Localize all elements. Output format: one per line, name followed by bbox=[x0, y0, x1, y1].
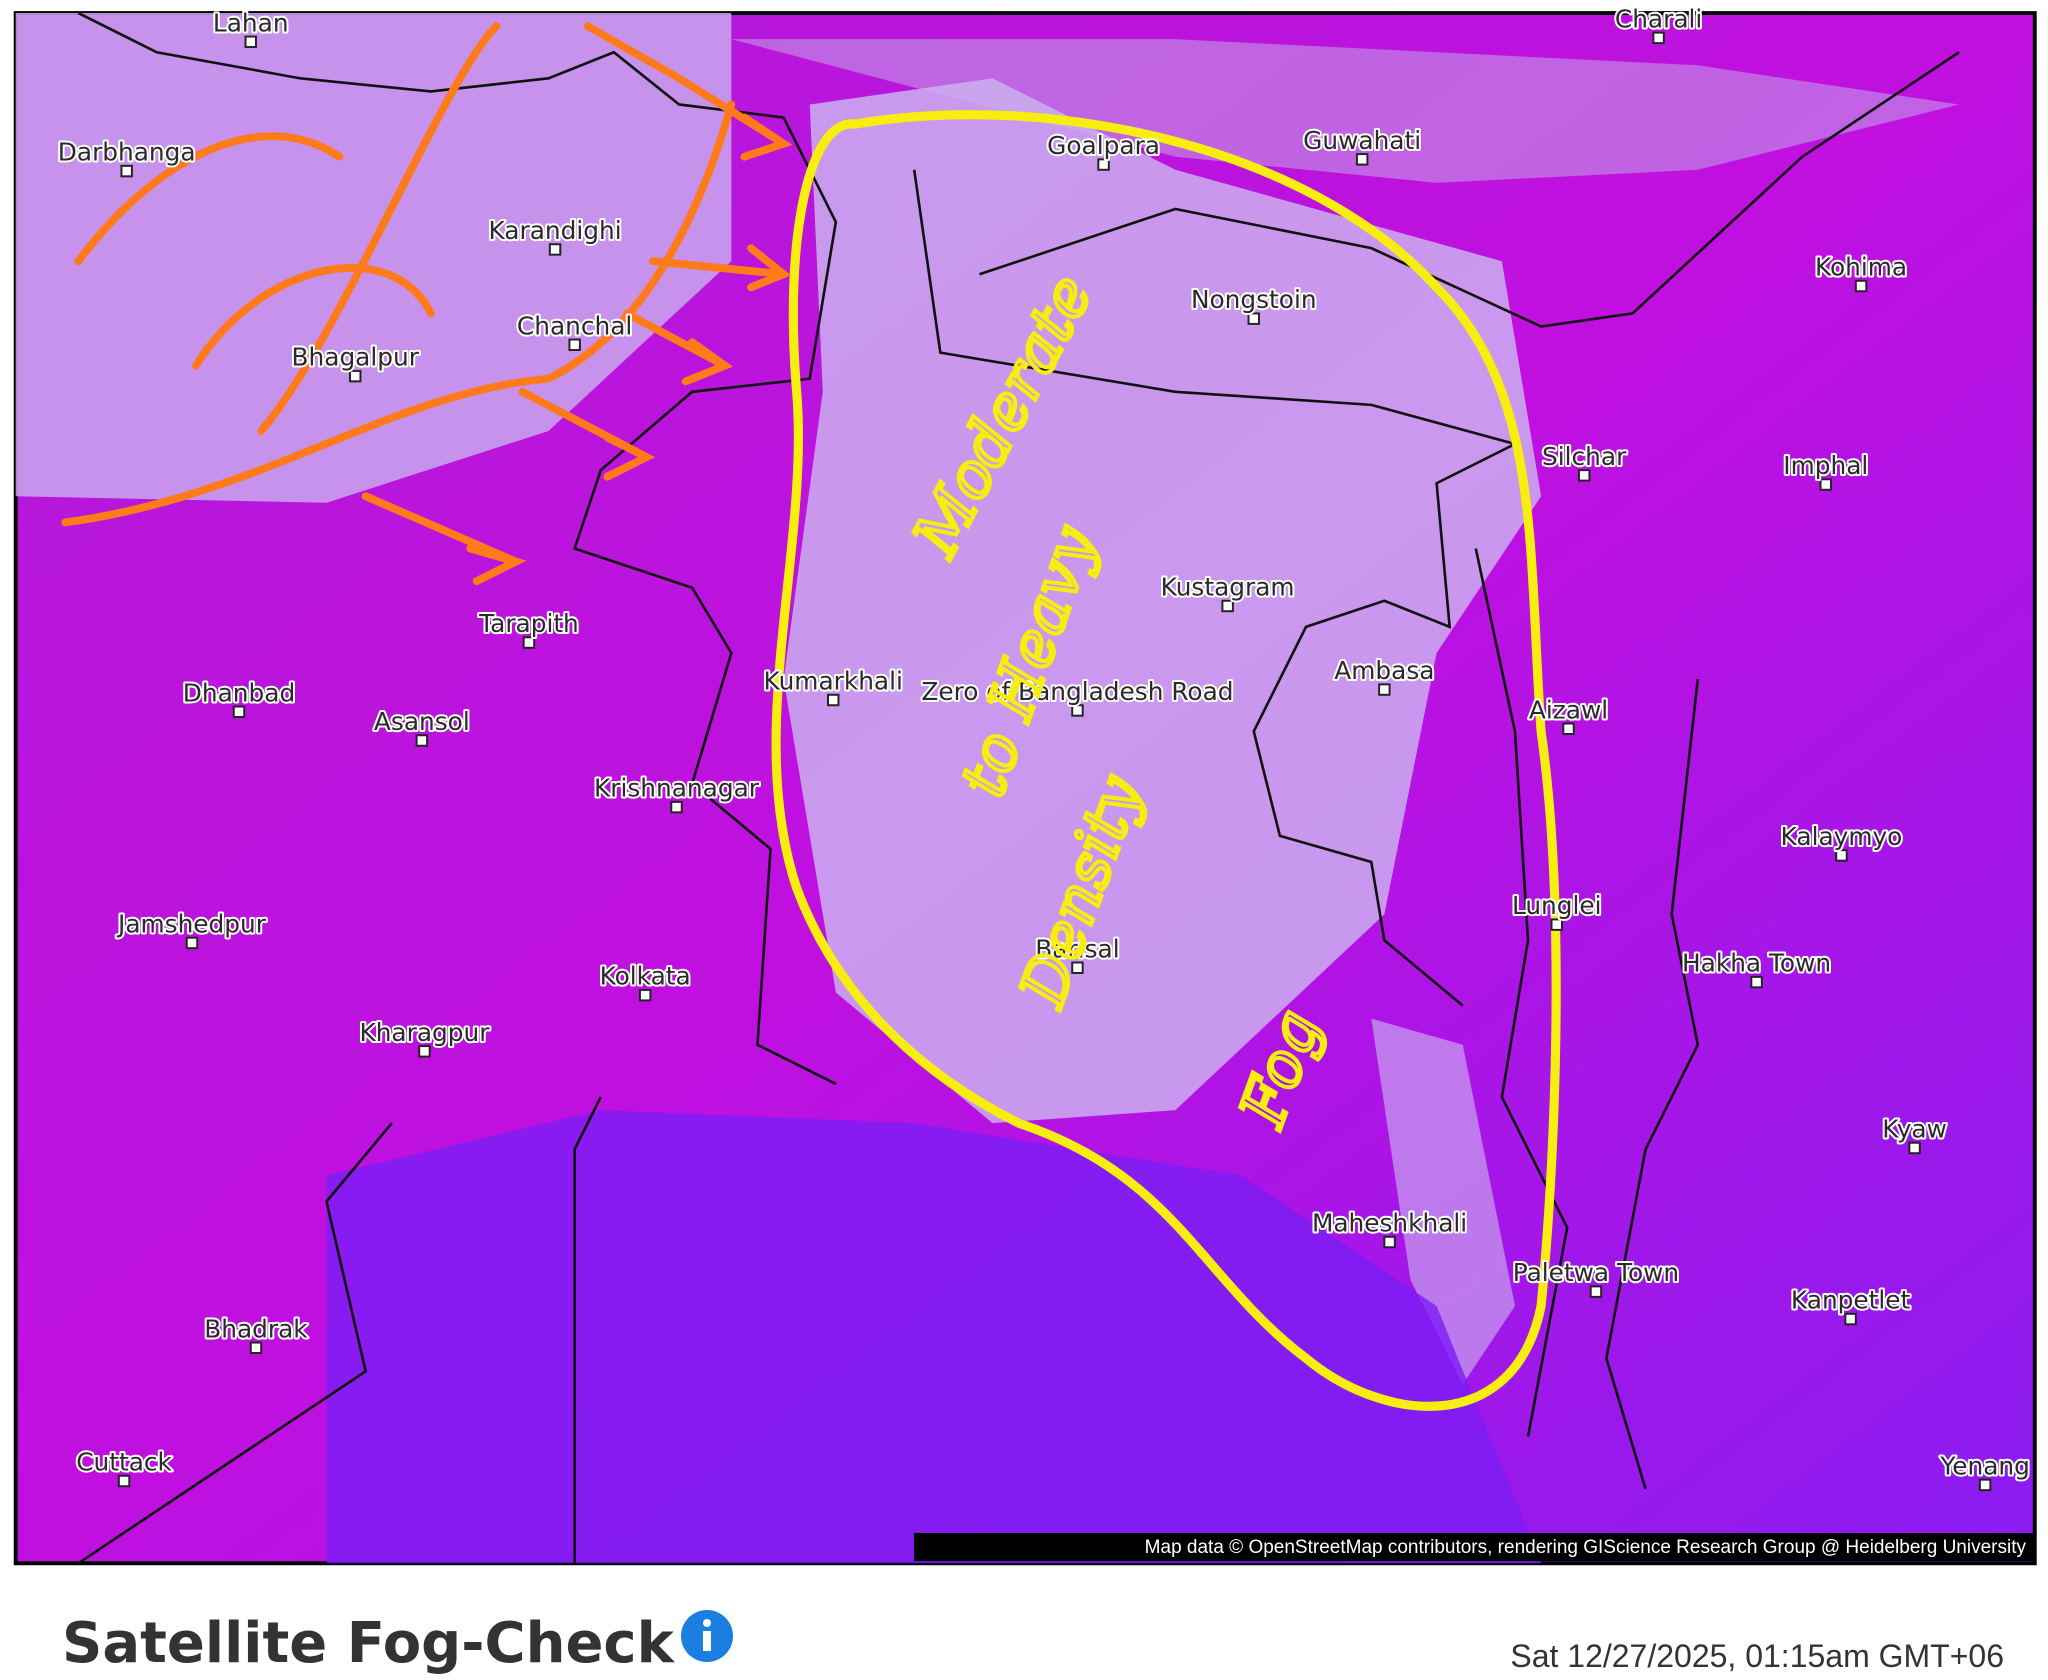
place-marker bbox=[185, 936, 199, 950]
place-label: Jamshedpur bbox=[116, 909, 267, 938]
place-marker bbox=[244, 35, 257, 48]
place-marker bbox=[1854, 279, 1868, 293]
place-label: Lunglei bbox=[1512, 891, 1602, 920]
annotation-loop bbox=[771, 110, 1561, 1411]
place-label: Hakha Town bbox=[1682, 949, 1831, 978]
place-label: Zero of Bangladesh Road bbox=[921, 677, 1233, 706]
place-marker bbox=[1819, 478, 1832, 491]
place-marker bbox=[415, 734, 429, 747]
attribution-bar bbox=[914, 1533, 2034, 1561]
place-label: Asansol bbox=[374, 707, 470, 736]
fog-area bbox=[783, 78, 1542, 1124]
place-marker bbox=[1221, 599, 1234, 613]
place-label: Bhadrak bbox=[204, 1314, 308, 1343]
place-marker bbox=[1550, 918, 1563, 931]
place-marker bbox=[568, 338, 581, 351]
place-marker bbox=[249, 1341, 263, 1354]
sea bbox=[326, 1110, 1542, 1564]
place-marker bbox=[1835, 849, 1848, 862]
place-marker bbox=[1589, 1285, 1603, 1298]
place-marker bbox=[827, 693, 840, 707]
place-marker bbox=[1097, 158, 1110, 171]
place-label: Krishnanagar bbox=[594, 774, 760, 803]
borders bbox=[77, 11, 1960, 1565]
place-label: Aizawl bbox=[1529, 695, 1608, 724]
place-label: Kyaw bbox=[1882, 1115, 1947, 1144]
place-marker bbox=[232, 705, 246, 718]
place-label: Yenang bbox=[1939, 1451, 2029, 1480]
place-label: Guwahati bbox=[1303, 126, 1421, 155]
place-label: Lahan bbox=[213, 8, 289, 37]
place-label: Maheshkhali bbox=[1312, 1209, 1467, 1238]
place-marker bbox=[1652, 31, 1665, 45]
place-label: Karandighi bbox=[488, 216, 621, 245]
place-marker bbox=[418, 1045, 431, 1058]
map[interactable]: Lahan Charali Darbhanga Goalpara Guwahati Kar… bbox=[13, 2, 2037, 1566]
fog-area bbox=[731, 39, 1959, 183]
place-label: Imphal bbox=[1783, 451, 1868, 480]
place-marker bbox=[349, 369, 362, 383]
title: Satellite Fog-Check bbox=[62, 1611, 676, 1676]
place-marker bbox=[1978, 1478, 1992, 1492]
place-label: Charali bbox=[1615, 4, 1702, 33]
place-marker bbox=[1577, 469, 1591, 482]
place-marker bbox=[117, 1474, 131, 1488]
place-label: Dhanbad bbox=[183, 678, 295, 707]
place-marker bbox=[548, 243, 562, 256]
place-marker bbox=[1562, 722, 1575, 735]
place-marker bbox=[670, 800, 683, 814]
place-marker bbox=[1844, 1312, 1857, 1326]
place-marker bbox=[638, 988, 652, 1002]
place-marker bbox=[522, 636, 536, 649]
place-label: Kalaymyo bbox=[1781, 822, 1903, 851]
place-label: Silchar bbox=[1542, 442, 1627, 471]
place-marker bbox=[1247, 312, 1260, 325]
info-icon[interactable] bbox=[681, 1610, 733, 1662]
place-label: Kolkata bbox=[600, 962, 691, 991]
place-label: Paletwa Town bbox=[1513, 1258, 1679, 1287]
place-marker bbox=[1378, 683, 1391, 696]
place-label: Kharagpur bbox=[359, 1018, 490, 1047]
place-label: Goalpara bbox=[1047, 131, 1160, 160]
place-label: Bhagalpur bbox=[292, 343, 420, 372]
place-marker bbox=[1383, 1235, 1396, 1249]
fog-area bbox=[1371, 1018, 1515, 1385]
place-label: Kohima bbox=[1815, 253, 1907, 282]
place-label: Darbhanga bbox=[58, 138, 196, 167]
place-label: Tarapith bbox=[478, 609, 579, 638]
attribution: Map data © OpenStreetMap contributors, r… bbox=[1145, 1537, 2027, 1558]
place-marker bbox=[1071, 704, 1084, 717]
place-marker bbox=[120, 164, 133, 178]
place-marker bbox=[1750, 975, 1763, 989]
place-label: Chanchal bbox=[517, 311, 632, 340]
arrows-sketch bbox=[61, 22, 793, 586]
place-marker bbox=[1355, 153, 1369, 166]
place-label: Ambasa bbox=[1334, 656, 1434, 685]
place-label: Nongstoin bbox=[1191, 285, 1317, 314]
place-marker bbox=[1071, 961, 1084, 974]
place-label: Kustagram bbox=[1161, 573, 1295, 602]
place-label: Kumarkhali bbox=[764, 667, 903, 696]
place-label: Barisal bbox=[1035, 934, 1119, 963]
timestamp: Sat 12/27/2025, 01:15am GMT+06 bbox=[1510, 1638, 2004, 1674]
place-label: Kanpetlet bbox=[1791, 1286, 1911, 1315]
place-label: Cuttack bbox=[76, 1448, 172, 1477]
place-marker bbox=[1908, 1141, 1921, 1155]
